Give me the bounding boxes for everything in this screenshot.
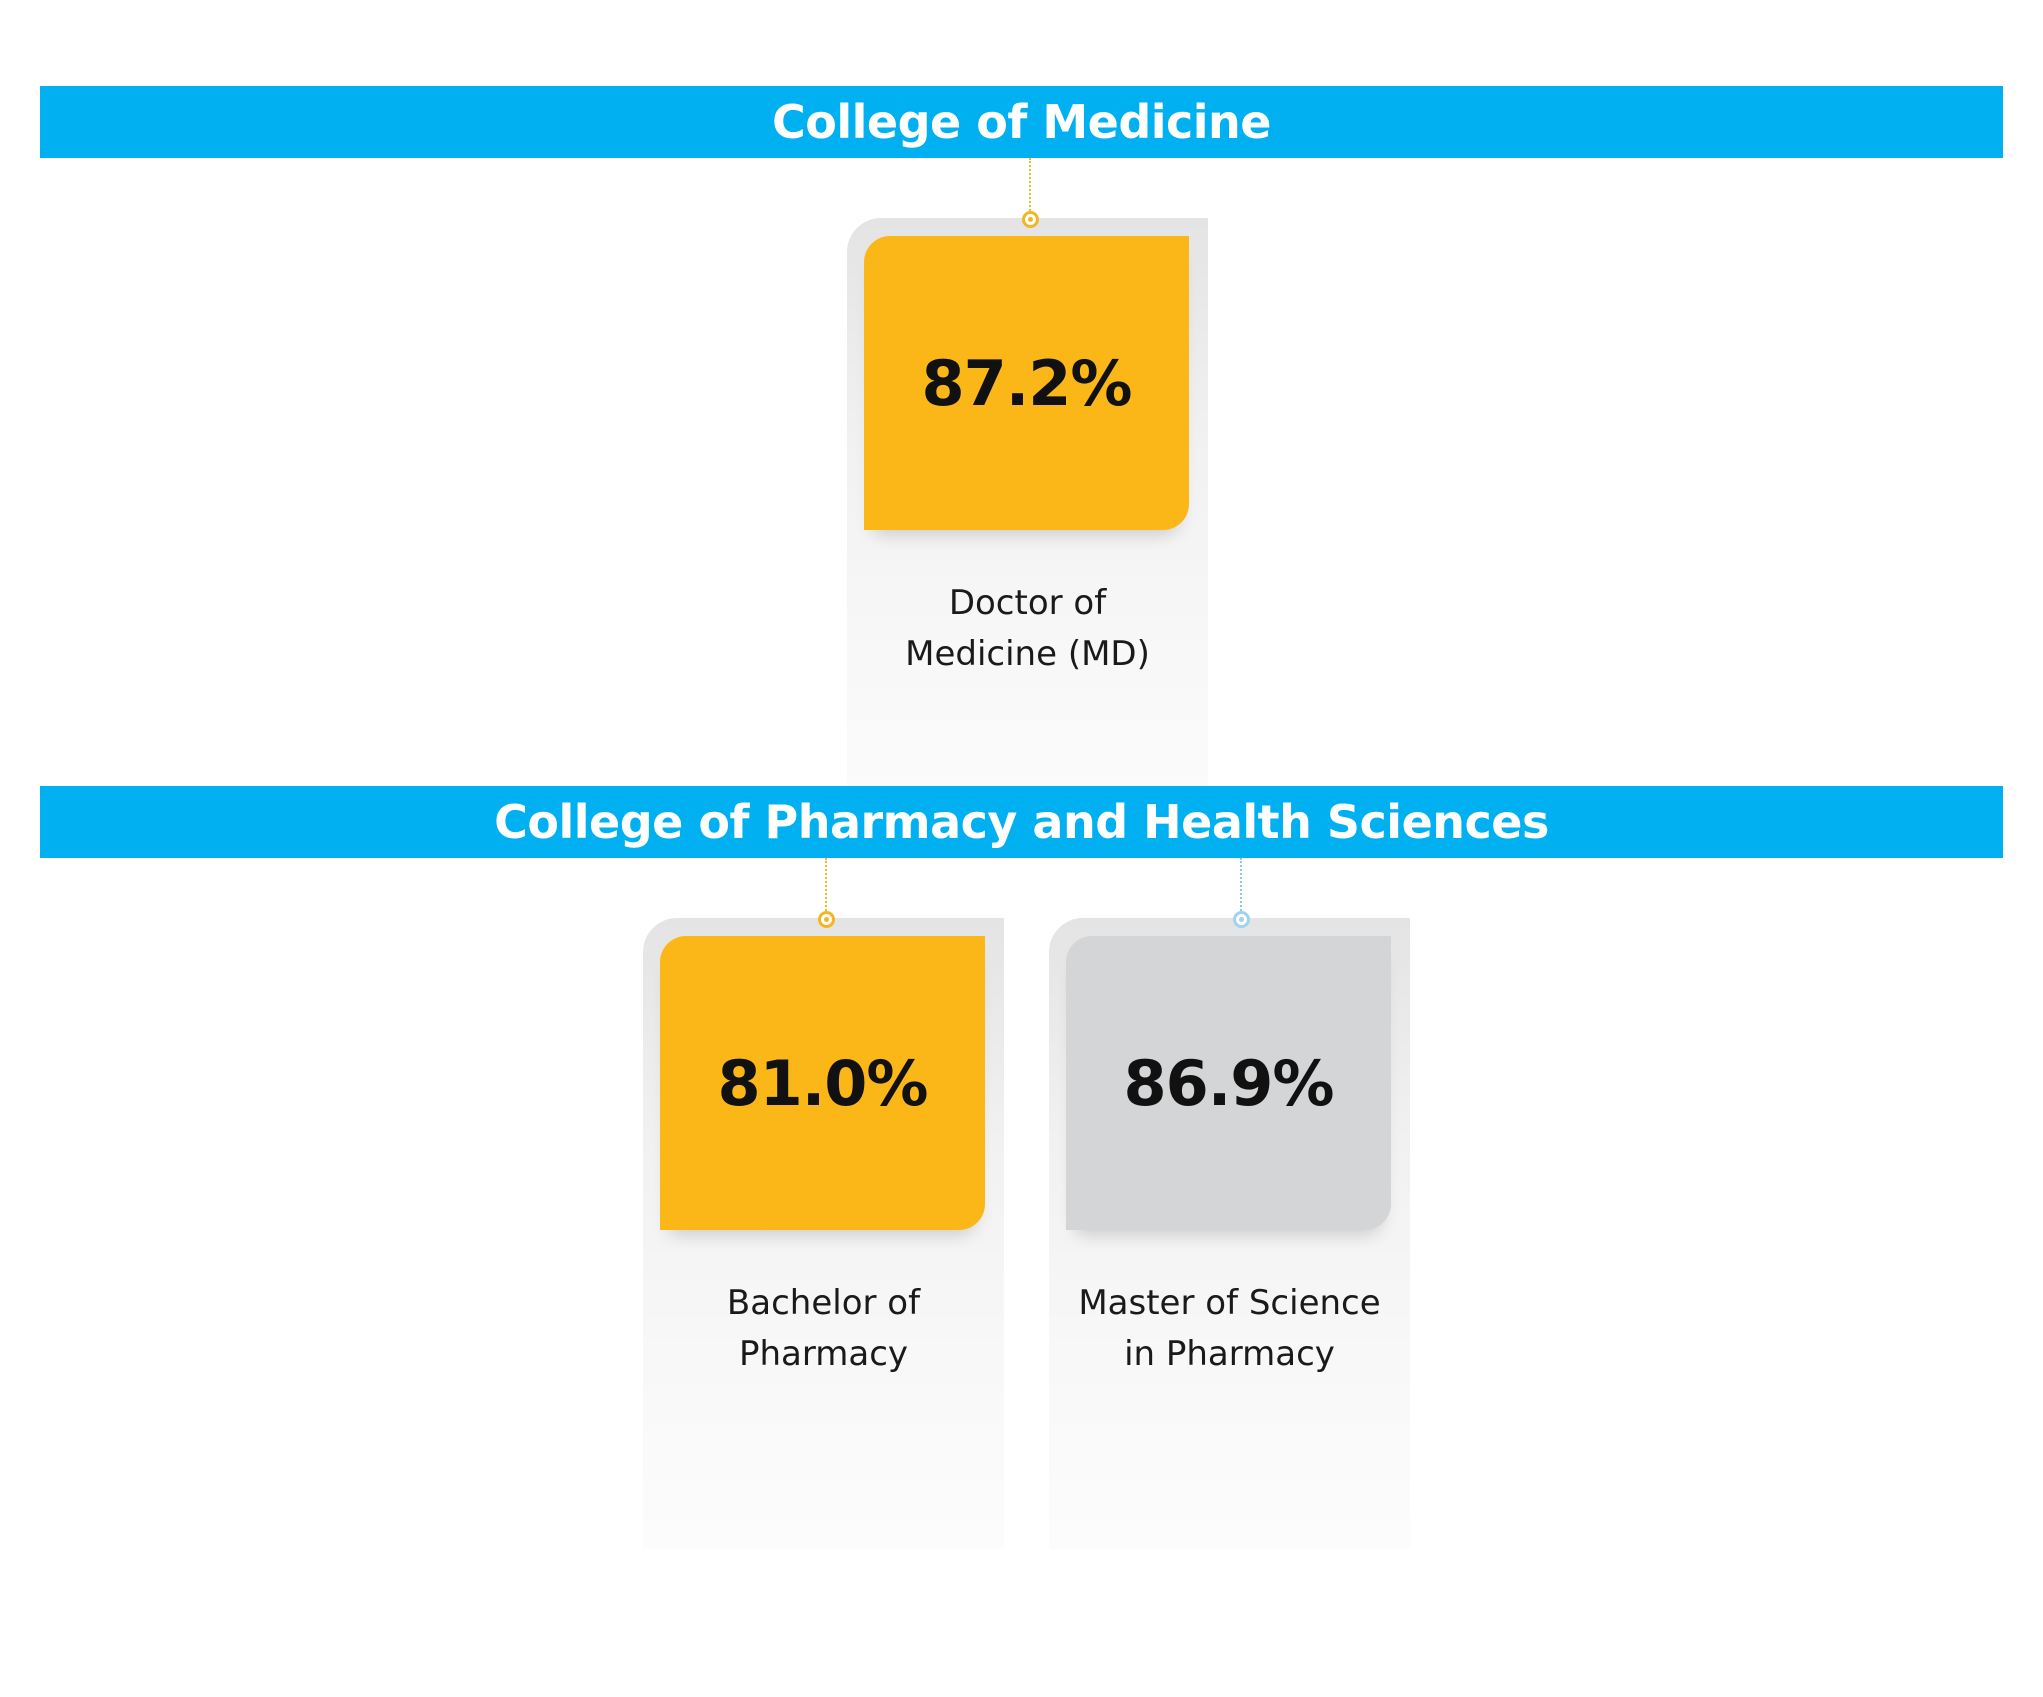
- connector-line: [825, 858, 827, 918]
- section-banner-pharmacy: College of Pharmacy and Health Sciences: [40, 786, 2003, 858]
- percentage-tile: 87.2%: [864, 236, 1189, 530]
- section-title: College of Pharmacy and Health Sciences: [494, 795, 1549, 849]
- connector-dot: [1022, 211, 1039, 228]
- percentage-tile: 86.9%: [1066, 936, 1391, 1230]
- percentage-value: 86.9%: [1123, 1046, 1334, 1120]
- section-title: College of Medicine: [771, 95, 1272, 149]
- connector-dot: [1233, 911, 1250, 928]
- program-card-mspharm: 86.9% Master of Science in Pharmacy: [1049, 918, 1410, 1549]
- program-label: Doctor of Medicine (MD): [905, 583, 1150, 674]
- program-label: Master of Science in Pharmacy: [1078, 1283, 1381, 1374]
- percentage-value: 87.2%: [921, 346, 1132, 420]
- percentage-value: 81.0%: [717, 1046, 928, 1120]
- connector-line: [1240, 858, 1242, 918]
- program-label: Bachelor of Pharmacy: [726, 1283, 921, 1374]
- program-card-bpharm: 81.0% Bachelor of Pharmacy: [643, 918, 1004, 1549]
- connector-line: [1029, 158, 1031, 218]
- program-card-md: 87.2% Doctor of Medicine (MD): [847, 218, 1208, 849]
- percentage-tile: 81.0%: [660, 936, 985, 1230]
- section-banner-medicine: College of Medicine: [40, 86, 2003, 158]
- connector-dot: [818, 911, 835, 928]
